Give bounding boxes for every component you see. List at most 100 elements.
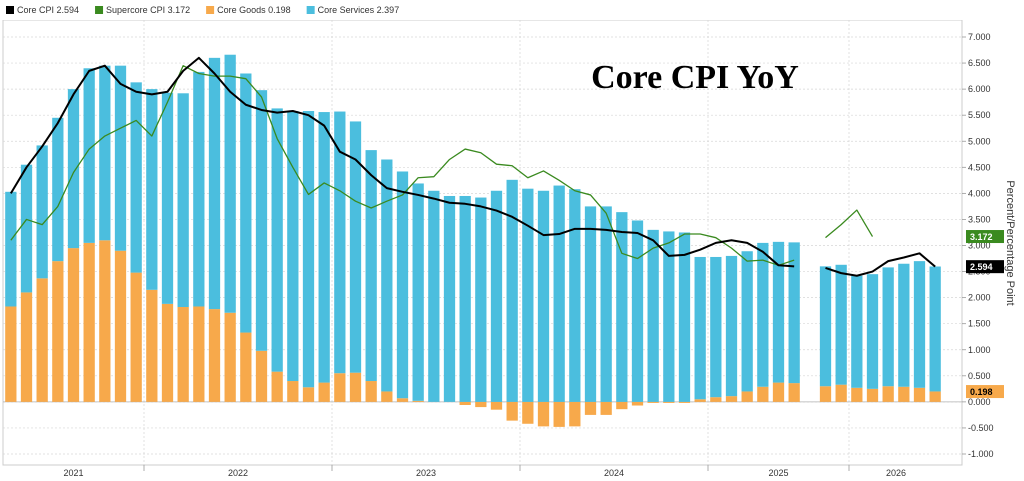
core-goods-bar [161, 303, 174, 402]
core-services-bar [490, 190, 503, 402]
core-services-bar [224, 54, 236, 313]
y-tick-label: 4.000 [968, 188, 991, 198]
core-services-bar [349, 121, 362, 373]
core-services-bar [240, 73, 252, 333]
core-goods-bar [694, 399, 706, 402]
core-goods-bar [224, 312, 236, 402]
core-goods-bar [663, 401, 675, 403]
last-value-tag-label: 0.198 [970, 387, 993, 397]
legend-entry: Core Services 2.397 [318, 5, 400, 15]
core-services-bar [365, 150, 377, 382]
core-services-bar [851, 275, 863, 388]
core-goods-bar [114, 250, 127, 402]
core-goods-bar [475, 401, 487, 408]
core-goods-bar [334, 373, 346, 402]
core-services-bar [114, 65, 127, 251]
core-services-bar [600, 206, 612, 402]
y-tick-label: 3.000 [968, 241, 991, 251]
core-goods-bar [287, 381, 299, 402]
core-goods-bar [240, 332, 252, 402]
core-services-bar [835, 264, 847, 385]
core-services-bar [318, 112, 330, 383]
y-tick-label: 5.500 [968, 110, 991, 120]
core-services-bar [553, 185, 565, 402]
last-value-tag-label: 2.594 [970, 262, 993, 272]
year-label: 2021 [63, 468, 83, 478]
core-goods-bar [302, 387, 315, 402]
core-goods-bar [490, 401, 503, 410]
core-services-bar [741, 251, 753, 392]
core-goods-bar [36, 278, 48, 402]
core-services-bar [475, 197, 487, 402]
legend-background [0, 0, 1024, 20]
core-services-bar [396, 171, 409, 399]
y-tick-label: 4.500 [968, 162, 991, 172]
core-goods-bar [522, 401, 534, 424]
core-services-bar [271, 108, 283, 372]
y-tick-label: 6.500 [968, 58, 991, 68]
core-services-bar [725, 255, 738, 397]
core-goods-bar [537, 401, 550, 427]
y-tick-label: -0.500 [968, 423, 994, 433]
year-label: 2024 [604, 468, 624, 478]
core-goods-bar [193, 306, 205, 402]
y-tick-label: 6.000 [968, 84, 991, 94]
y-tick-label: 3.500 [968, 214, 991, 224]
y-tick-label: 0.500 [968, 371, 991, 381]
core-services-bar [584, 206, 597, 402]
core-goods-bar [146, 289, 158, 402]
core-services-bar [5, 191, 17, 307]
core-goods-bar [631, 401, 644, 406]
core-goods-bar [20, 292, 33, 402]
legend-entry: Core CPI 2.594 [17, 5, 79, 15]
core-goods-bar [177, 307, 189, 402]
core-services-bar [663, 231, 675, 402]
core-services-bar [146, 89, 158, 290]
y-tick-label: -1.000 [968, 449, 994, 459]
core-services-bar [757, 242, 769, 387]
x-axis: 2021 2022 2023 2024 2025 2026 [63, 465, 906, 478]
core-goods-bar [772, 382, 785, 402]
legend-swatch [306, 6, 315, 14]
core-goods-bar [898, 386, 910, 402]
core-goods-bar [882, 386, 894, 402]
core-goods-bar [741, 391, 753, 402]
core-goods-bar [819, 386, 832, 402]
chart-title: Core CPI YoY [591, 59, 799, 96]
core-goods-bar [412, 400, 424, 402]
core-services-bar [710, 256, 722, 398]
core-services-bar [412, 183, 424, 401]
core-goods-bar [929, 391, 941, 402]
last-value-tag [966, 230, 1004, 244]
core-goods-bar [271, 371, 283, 402]
core-goods-bar [99, 240, 111, 402]
core-services-bar [52, 117, 64, 262]
core-goods-bar [584, 401, 597, 415]
core-services-bar [898, 263, 910, 387]
core-goods-bar [5, 306, 17, 402]
core-services-bar [537, 190, 550, 402]
core-services-bar [193, 71, 205, 307]
core-services-bar [522, 188, 534, 402]
legend-entry: Supercore CPI 3.172 [106, 5, 190, 15]
core-services-bar [334, 111, 346, 374]
y-tick-label: 0.000 [968, 397, 991, 407]
core-services-bar [20, 164, 33, 293]
core-services-bar [819, 266, 832, 387]
core-services-bar [36, 145, 48, 279]
core-services-bar [647, 229, 659, 402]
core-services-bar [428, 190, 440, 402]
legend: Core CPI 2.594 Supercore CPI 3.172 Core Go… [0, 0, 1024, 20]
core-services-bar [99, 65, 111, 241]
core-services-bar [459, 195, 471, 402]
core-goods-bar [52, 261, 64, 402]
core-goods-bar [396, 398, 409, 402]
core-goods-bar [255, 350, 268, 402]
core-goods-bar [788, 383, 800, 402]
core-services-bar [177, 93, 189, 308]
core-goods-bar [553, 401, 565, 427]
legend-swatch [6, 6, 14, 14]
core-goods-bar [459, 401, 471, 406]
core-services-bar [929, 266, 941, 392]
